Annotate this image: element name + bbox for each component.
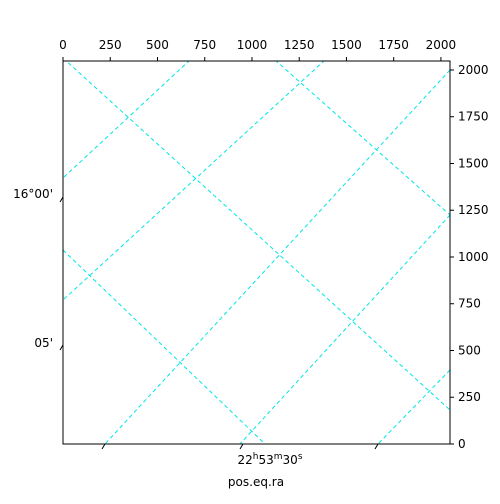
ra-tick-label: 22h53m30s xyxy=(237,452,302,467)
y-tick-label: 2000 xyxy=(458,63,489,77)
x-tick-label: 250 xyxy=(99,38,122,52)
dec-tick-label: 16°00' xyxy=(13,187,53,201)
dec-tick-label: 05' xyxy=(34,336,53,350)
y-tick-label: 500 xyxy=(458,343,481,357)
y-tick-label: 0 xyxy=(458,437,466,451)
x-tick-label: 1250 xyxy=(284,38,315,52)
y-tick-label: 250 xyxy=(458,390,481,404)
coordinate-grid xyxy=(63,61,450,444)
y-tick-label: 1250 xyxy=(458,203,489,217)
y-tick-label: 1000 xyxy=(458,250,489,264)
x-tick-label: 1000 xyxy=(237,38,268,52)
world-ticks xyxy=(59,196,379,450)
x-tick-label: 1750 xyxy=(378,38,409,52)
x-tick-label: 1500 xyxy=(331,38,362,52)
y-tick-label: 1500 xyxy=(458,156,489,170)
x-axis-label: pos.eq.ra xyxy=(228,475,284,489)
x-tick-label: 0 xyxy=(59,38,67,52)
axes-frame xyxy=(62,60,451,445)
y-tick-label: 1750 xyxy=(458,110,489,124)
x-tick-label: 500 xyxy=(146,38,169,52)
image xyxy=(63,61,450,444)
x-tick-label: 2000 xyxy=(426,38,457,52)
x-tick-label: 750 xyxy=(193,38,216,52)
y-tick-label: 750 xyxy=(458,297,481,311)
